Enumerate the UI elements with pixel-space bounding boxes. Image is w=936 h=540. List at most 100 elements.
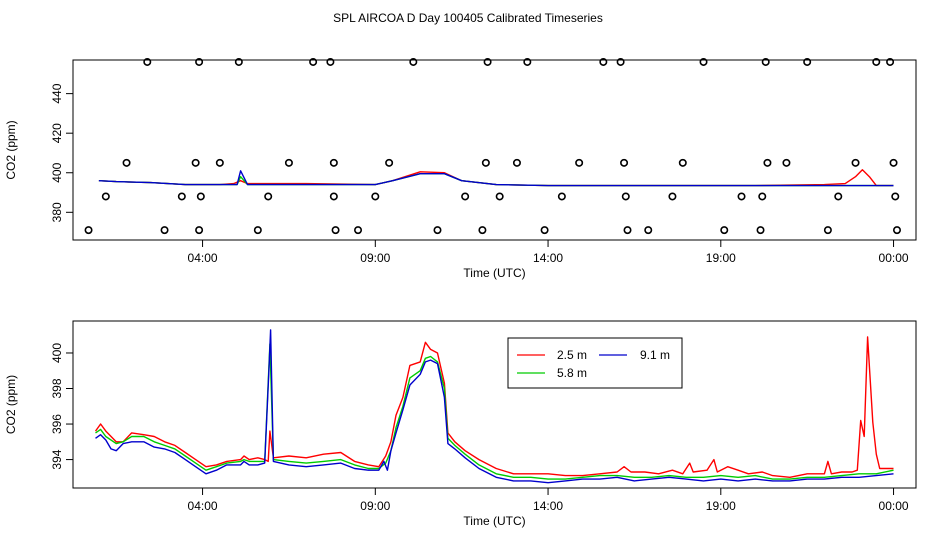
bottom-x-tick-label-09-00: 09:00 xyxy=(360,499,390,513)
top-marker-point xyxy=(354,226,363,235)
top-marker-point xyxy=(540,226,549,235)
top-marker-point xyxy=(678,158,687,167)
top-marker-point xyxy=(892,226,901,235)
top-marker-point xyxy=(758,192,767,201)
top-marker-point xyxy=(599,57,608,66)
bottom-y-tick-label-400: 400 xyxy=(50,343,64,363)
top-marker-point xyxy=(483,57,492,66)
top-marker-point xyxy=(234,57,243,66)
top-marker-point xyxy=(699,57,708,66)
figure-title: SPL AIRCOA D Day 100405 Calibrated Times… xyxy=(333,11,603,25)
bottom-x-tick-label-19-00: 19:00 xyxy=(706,499,736,513)
top-series xyxy=(98,169,894,187)
top-x-tick-label-19-00: 19:00 xyxy=(706,251,736,265)
bottom-y-tick-label-398: 398 xyxy=(50,378,64,398)
bottom-series-line-2-5-m xyxy=(94,336,894,478)
top-x-axis: 04:00 09:00 14:00 19:00 00:00 xyxy=(188,240,909,265)
bottom-y-axis: 394 396 398 400 xyxy=(50,343,73,470)
top-y-tick-label-380: 380 xyxy=(50,202,64,222)
top-marker-point xyxy=(737,192,746,201)
top-marker-point xyxy=(478,226,487,235)
top-marker-point xyxy=(668,192,677,201)
top-marker-point xyxy=(872,57,881,66)
legend-box xyxy=(507,337,683,389)
top-marker-point xyxy=(371,192,380,201)
top-marker-point xyxy=(385,158,394,167)
bottom-x-axis: 04:00 09:00 14:00 19:00 00:00 xyxy=(188,488,909,513)
top-marker-point xyxy=(195,226,204,235)
top-marker-point xyxy=(756,226,765,235)
top-plot-frame xyxy=(72,59,917,241)
top-marker-point xyxy=(495,192,504,201)
legend-label-5-8m: 5.8 m xyxy=(557,366,587,380)
top-x-tick-label-14-00: 14:00 xyxy=(533,251,563,265)
top-marker-point xyxy=(215,158,224,167)
top-marker-point xyxy=(886,57,895,66)
top-marker-point xyxy=(782,158,791,167)
top-marker-point xyxy=(433,226,442,235)
top-marker-point xyxy=(122,158,131,167)
bottom-y-tick-label-396: 396 xyxy=(50,414,64,434)
bottom-series-line-5-8-m xyxy=(95,343,894,480)
bottom-x-tick-label-14-00: 14:00 xyxy=(533,499,563,513)
legend-label-9-1m: 9.1 m xyxy=(640,348,670,362)
top-marker-point xyxy=(621,192,630,201)
top-marker-point xyxy=(331,226,340,235)
top-marker-point xyxy=(823,226,832,235)
top-marker-point xyxy=(891,192,900,201)
top-y-tick-label-420: 420 xyxy=(50,123,64,143)
top-marker-point xyxy=(523,57,532,66)
top-marker-point xyxy=(481,158,490,167)
top-marker-point xyxy=(889,158,898,167)
bottom-plot-frame xyxy=(72,320,917,489)
top-markers xyxy=(84,57,901,235)
top-marker-point xyxy=(143,57,152,66)
top-marker-point xyxy=(761,57,770,66)
top-y-axis: 380 400 420 440 xyxy=(50,83,73,222)
top-marker-point xyxy=(720,226,729,235)
legend-label-2-5m: 2.5 m xyxy=(557,348,587,362)
top-series-line-9-1-m xyxy=(98,170,894,187)
top-marker-point xyxy=(834,192,843,201)
bottom-y-axis-label: CO2 (ppm) xyxy=(4,375,18,434)
top-marker-point xyxy=(803,57,812,66)
top-marker-point xyxy=(195,57,204,66)
bottom-x-axis-label: Time (UTC) xyxy=(463,514,525,528)
top-y-axis-label: CO2 (ppm) xyxy=(4,120,18,179)
top-marker-point xyxy=(557,192,566,201)
top-marker-point xyxy=(284,158,293,167)
bottom-x-tick-label-00-00: 00:00 xyxy=(879,499,909,513)
top-x-tick-label-09-00: 09:00 xyxy=(360,251,390,265)
bottom-y-tick-label-394: 394 xyxy=(50,449,64,469)
top-marker-point xyxy=(101,192,110,201)
top-marker-point xyxy=(512,158,521,167)
top-marker-point xyxy=(253,226,262,235)
top-panel: 380 400 420 440 04:00 09:00 14:00 19:00 00:00 T… xyxy=(4,57,917,280)
top-marker-point xyxy=(644,226,653,235)
legend: 2.5 m 9.1 m 5.8 m xyxy=(507,337,683,389)
top-marker-point xyxy=(620,158,629,167)
top-marker-point xyxy=(409,57,418,66)
top-marker-point xyxy=(191,158,200,167)
top-y-tick-label-440: 440 xyxy=(50,83,64,103)
bottom-panel: 394 396 398 400 04:00 09:00 14:00 19:00 00:00 T… xyxy=(4,320,917,528)
top-marker-point xyxy=(851,158,860,167)
top-marker-point xyxy=(177,192,186,201)
top-x-axis-label: Time (UTC) xyxy=(463,266,525,280)
top-x-tick-label-04-00: 04:00 xyxy=(188,251,218,265)
top-marker-point xyxy=(575,158,584,167)
top-marker-point xyxy=(329,192,338,201)
top-marker-point xyxy=(160,226,169,235)
top-marker-point xyxy=(461,192,470,201)
top-marker-point xyxy=(616,57,625,66)
top-marker-point xyxy=(196,192,205,201)
bottom-x-tick-label-04-00: 04:00 xyxy=(188,499,218,513)
top-marker-point xyxy=(763,158,772,167)
top-marker-point xyxy=(623,226,632,235)
top-x-tick-label-00-00: 00:00 xyxy=(879,251,909,265)
top-marker-point xyxy=(84,226,93,235)
top-marker-point xyxy=(309,57,318,66)
bottom-series xyxy=(94,329,894,484)
